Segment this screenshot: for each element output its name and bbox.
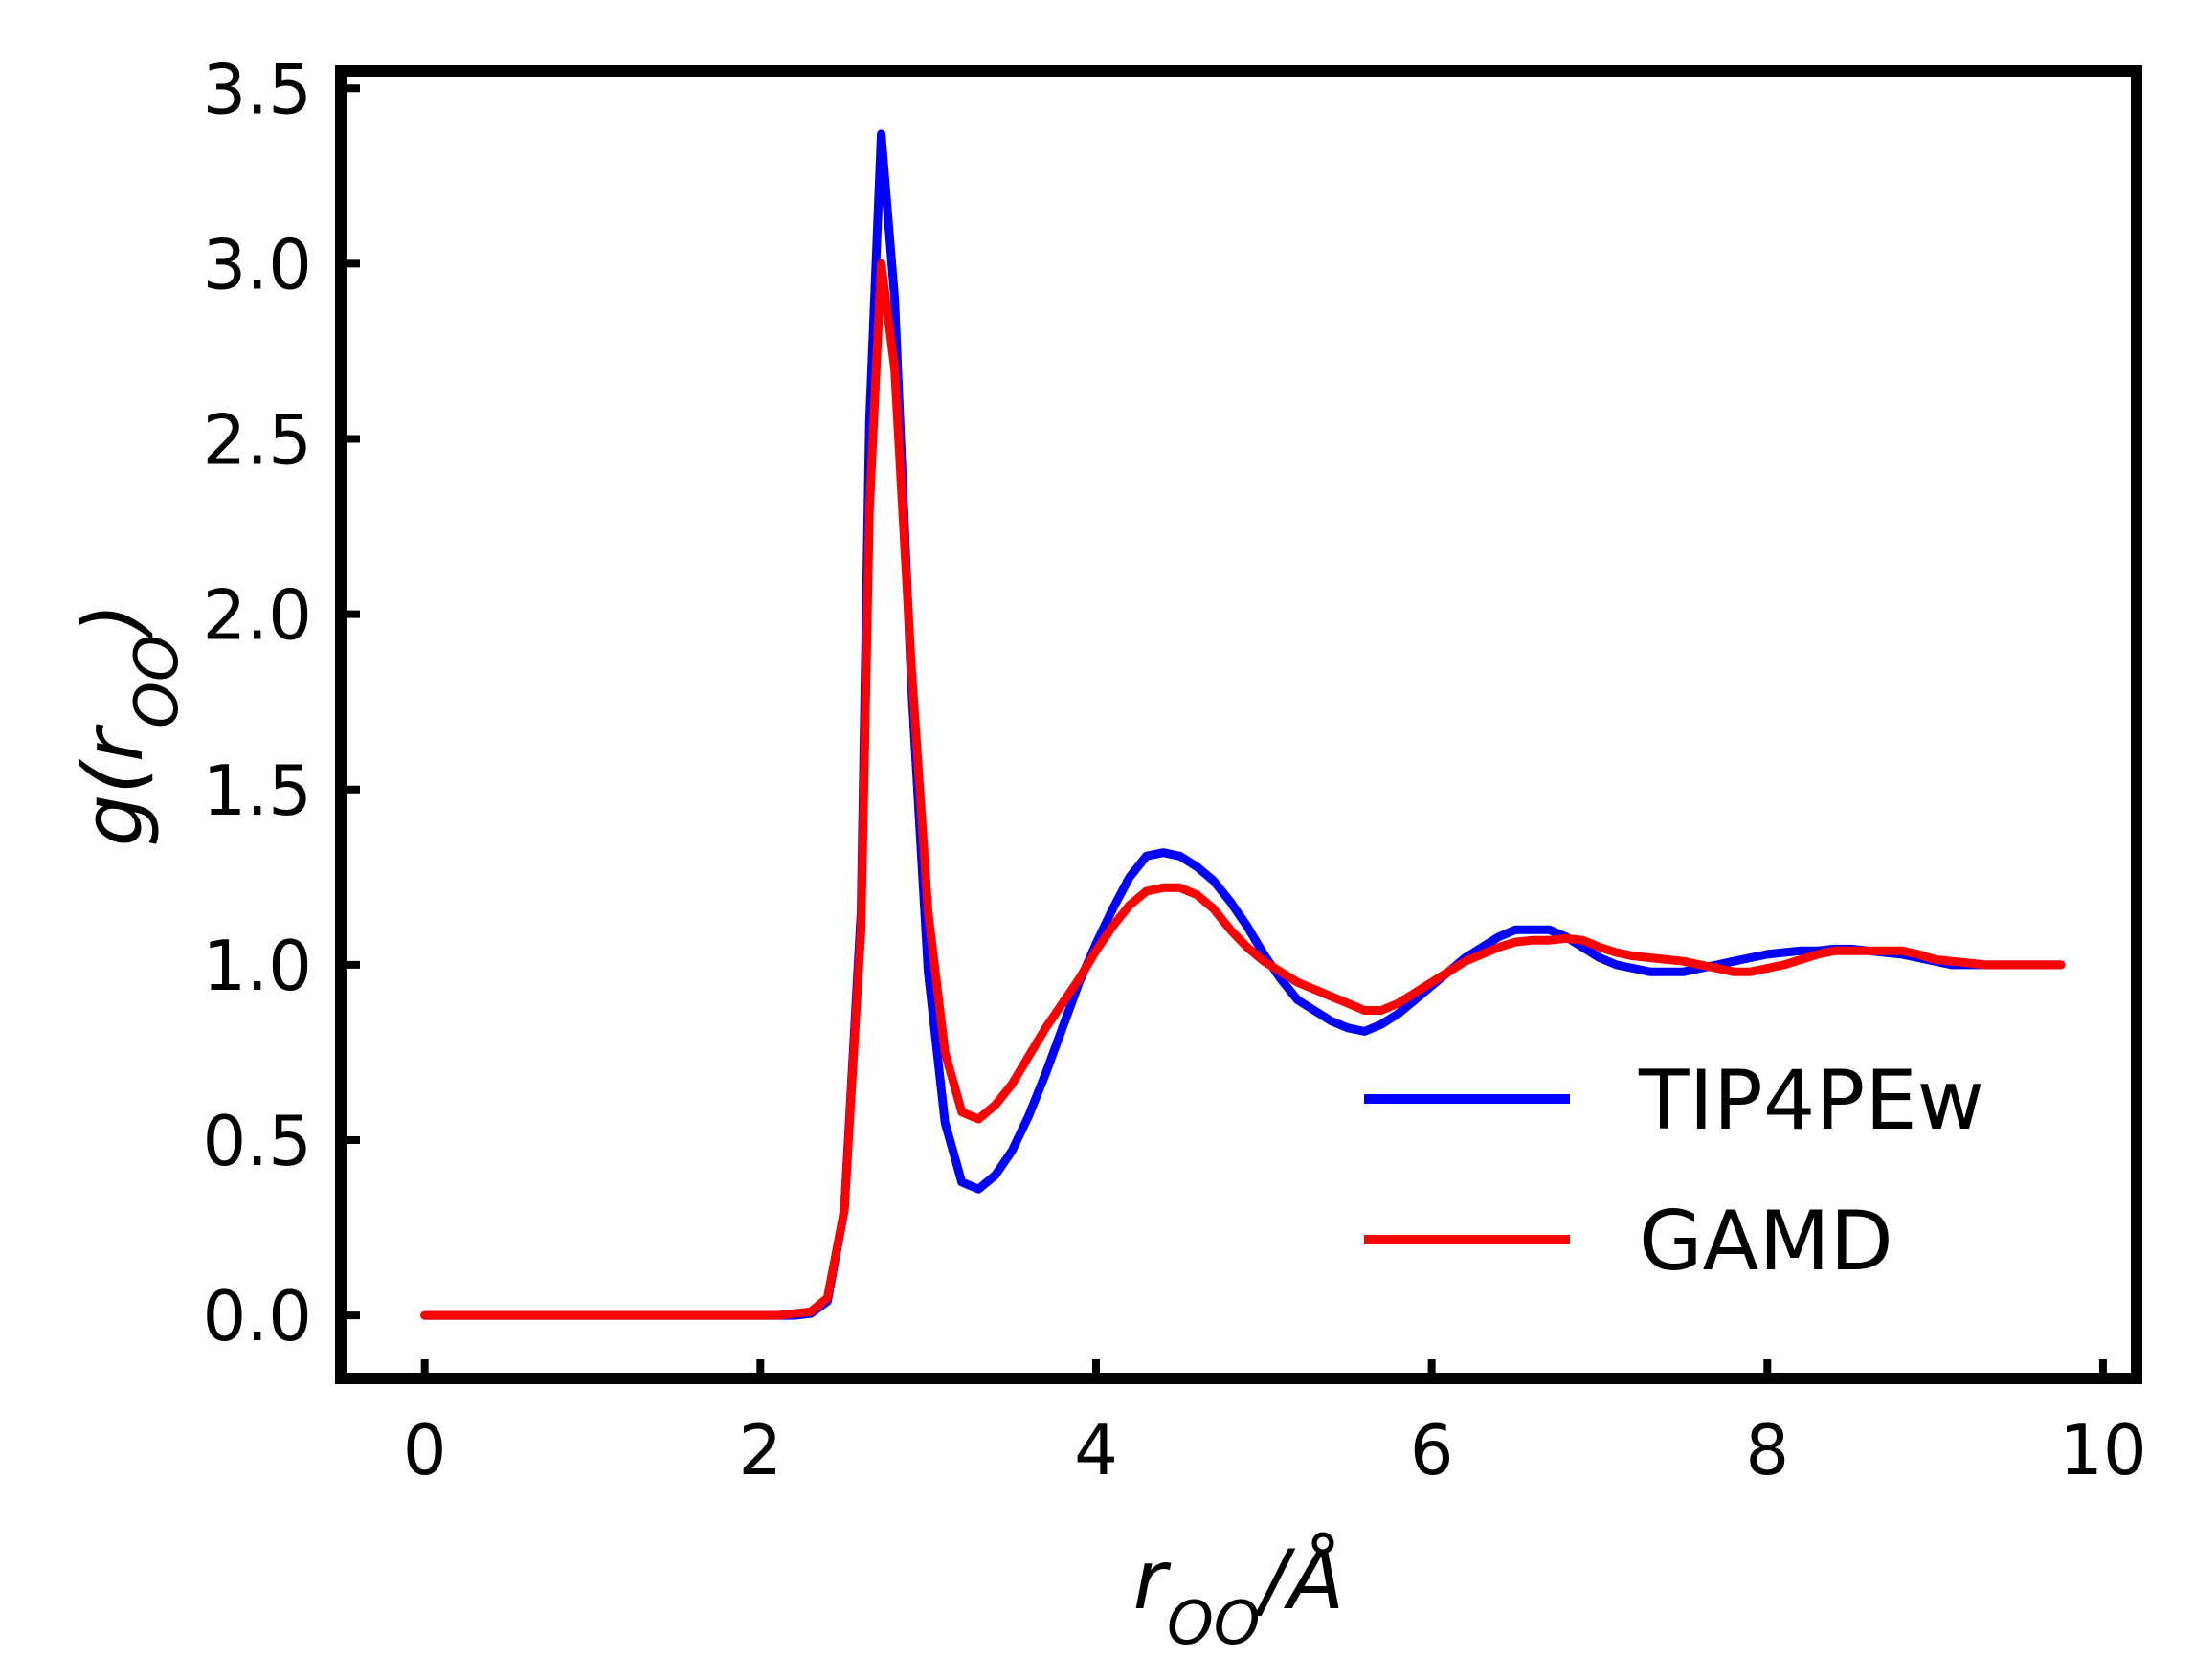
ticks-layer: 0 2 4 6 8 10 0.0 0.5 1.0 1.5 2.0 2.5 3.0 3.5 bbox=[202, 49, 2146, 1490]
series-line-gamd bbox=[420, 258, 2066, 1320]
legend: TIP4PEw GAMD bbox=[1364, 1053, 1984, 1289]
y-tick-label-4: 2.0 bbox=[202, 575, 312, 656]
x-tick-label-5: 10 bbox=[2059, 1410, 2147, 1490]
x-tick-label-4: 8 bbox=[1745, 1410, 1789, 1490]
y-tick-label-3: 1.5 bbox=[202, 750, 312, 831]
series-layer bbox=[420, 129, 2066, 1320]
x-tick-label-3: 6 bbox=[1410, 1410, 1454, 1490]
y-tick-label-6: 3.0 bbox=[202, 224, 312, 304]
plot-frame bbox=[335, 65, 2142, 1384]
y-tick-label-1: 0.5 bbox=[202, 1101, 312, 1181]
y-tick-label-5: 2.5 bbox=[202, 400, 312, 481]
legend-label-gamd: GAMD bbox=[1639, 1194, 1893, 1289]
x-tick-label-0: 0 bbox=[403, 1410, 447, 1490]
x-tick-label-1: 2 bbox=[738, 1410, 782, 1490]
x-tick-label-2: 4 bbox=[1074, 1410, 1118, 1490]
y-tick-label-0: 0.0 bbox=[202, 1276, 312, 1356]
legend-label-tip4pew: TIP4PEw bbox=[1638, 1053, 1984, 1149]
y-tick-label-7: 3.5 bbox=[202, 49, 312, 129]
y-tick-label-2: 1.0 bbox=[202, 926, 312, 1006]
